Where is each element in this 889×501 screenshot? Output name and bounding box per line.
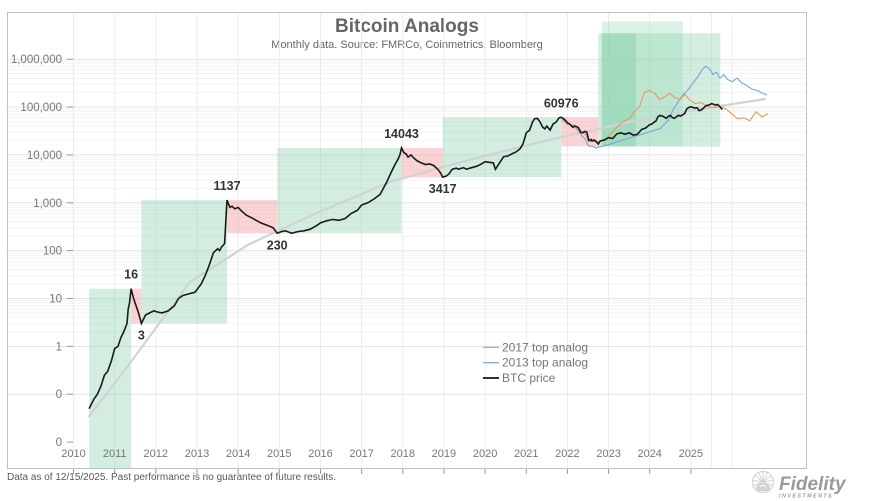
svg-text:2025: 2025 — [679, 448, 703, 460]
svg-text:2020: 2020 — [473, 448, 497, 460]
svg-text:2021: 2021 — [514, 448, 538, 460]
svg-text:2024: 2024 — [637, 448, 661, 460]
svg-text:0: 0 — [56, 389, 62, 401]
svg-text:1,000,000: 1,000,000 — [11, 54, 62, 66]
svg-text:60976: 60976 — [544, 96, 579, 110]
svg-text:2010: 2010 — [61, 448, 85, 460]
svg-text:2023: 2023 — [596, 448, 620, 460]
svg-text:2015: 2015 — [267, 448, 291, 460]
svg-text:3: 3 — [138, 329, 145, 343]
svg-text:16: 16 — [124, 268, 138, 282]
svg-text:2017: 2017 — [349, 448, 373, 460]
svg-text:2013 top analog: 2013 top analog — [502, 356, 588, 370]
svg-text:2019: 2019 — [432, 448, 456, 460]
svg-text:100,000: 100,000 — [20, 102, 62, 114]
svg-text:10,000: 10,000 — [27, 150, 62, 162]
svg-text:230: 230 — [267, 238, 288, 252]
svg-text:Fidelity: Fidelity — [779, 474, 847, 495]
svg-text:2012: 2012 — [144, 448, 168, 460]
svg-text:2016: 2016 — [308, 448, 332, 460]
svg-text:100: 100 — [43, 246, 62, 258]
svg-text:1,000: 1,000 — [33, 198, 62, 210]
svg-text:2017 top analog: 2017 top analog — [502, 340, 588, 354]
svg-text:2018: 2018 — [391, 448, 415, 460]
svg-text:1: 1 — [56, 341, 62, 353]
svg-text:2013: 2013 — [185, 448, 209, 460]
svg-text:2011: 2011 — [103, 448, 127, 460]
svg-text:3417: 3417 — [429, 182, 457, 196]
svg-text:10: 10 — [49, 294, 62, 306]
svg-text:BTC price: BTC price — [502, 371, 556, 385]
svg-text:14043: 14043 — [384, 127, 419, 141]
svg-text:1137: 1137 — [213, 179, 240, 193]
svg-text:2022: 2022 — [555, 448, 579, 460]
svg-text:2014: 2014 — [226, 448, 250, 460]
